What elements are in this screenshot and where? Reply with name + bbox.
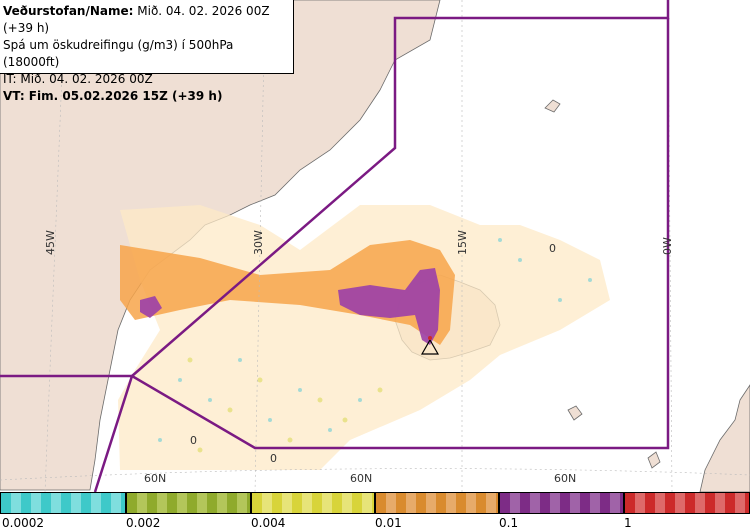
- legend-swatch-1: [0, 492, 126, 514]
- island-ne: [544, 99, 561, 113]
- legend-swatch-2: [126, 492, 251, 514]
- norway-land: [699, 384, 750, 493]
- legend-label-3: 0.004: [251, 516, 286, 530]
- legend-swatch-4: [375, 492, 499, 514]
- lat-label-60n-b: 60N: [350, 472, 372, 485]
- header-agency: Veðurstofan/Name:: [3, 4, 134, 18]
- zero-label-b: 0: [190, 434, 197, 447]
- legend-label-5: 0.1: [499, 516, 519, 530]
- ash-speckle-yellow: [187, 357, 383, 453]
- legend-swatch-5: [499, 492, 624, 514]
- legend-label-2: 0.002: [126, 516, 161, 530]
- forecast-info-box: Veðurstofan/Name: Mið. 04. 02. 2026 00Z …: [0, 0, 294, 103]
- lon-label-0w: 0W: [661, 237, 674, 255]
- grid-lines: [0, 0, 750, 493]
- ash-area-high: [338, 268, 440, 345]
- legend-label-1: 0.0002: [2, 516, 44, 530]
- header-line-2: Spá um öskudreifingu (g/m3) í 500hPa (18…: [3, 38, 234, 69]
- legend-label-6: 1: [624, 516, 632, 530]
- lat-label-60n-a: 60N: [144, 472, 166, 485]
- ash-area-high-west: [140, 296, 162, 318]
- legend-label-4: 0.01: [375, 516, 402, 530]
- zero-label-c: 0: [270, 452, 277, 465]
- header-line-3: IT: Mið. 04. 02. 2026 00Z: [3, 72, 153, 86]
- lon-label-45w: 45W: [44, 230, 57, 255]
- legend-swatch-6: [624, 492, 750, 514]
- lat-label-60n-c: 60N: [554, 472, 576, 485]
- header-line-1: Veðurstofan/Name: Mið. 04. 02. 2026 00Z …: [3, 3, 293, 37]
- ash-speckle: [158, 238, 592, 442]
- volcano-icon: [420, 338, 440, 355]
- island-se2: [647, 451, 661, 469]
- fir-boundary: [0, 0, 670, 493]
- zero-label-a: 0: [549, 242, 556, 255]
- island-se: [567, 405, 583, 421]
- ash-area-mid: [120, 240, 455, 345]
- legend-swatch-3: [251, 492, 375, 514]
- concentration-legend: 0.0002 0.002 0.004 0.01 0.1 1: [0, 492, 750, 532]
- header-issue: Mið. 04. 02. 2026 00Z (+39 h): [3, 4, 270, 35]
- lon-label-30w: 30W: [252, 230, 265, 255]
- header-line-4: VT: Fim. 05.02.2026 15Z (+39 h): [3, 89, 223, 103]
- lon-label-15w: 15W: [456, 230, 469, 255]
